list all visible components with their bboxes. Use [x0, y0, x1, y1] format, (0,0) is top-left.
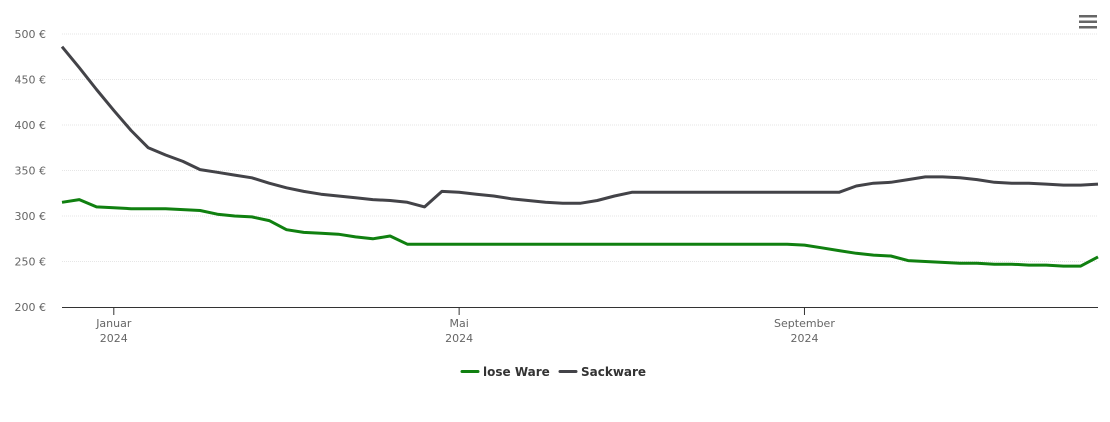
- x-tick-label-line: Mai: [449, 317, 468, 330]
- y-tick-label: 200 €: [15, 301, 47, 314]
- x-tick-label: Januar 2024: [95, 317, 132, 345]
- menu-button[interactable]: [1079, 15, 1097, 29]
- y-tick-label: 500 €: [15, 28, 47, 41]
- x-tick-label-line: September: [774, 317, 835, 330]
- y-tick-label: 450 €: [15, 74, 47, 87]
- y-tick-label: 400 €: [15, 119, 47, 132]
- menu-bar: [1079, 15, 1097, 18]
- legend-label: lose Ware: [483, 365, 550, 379]
- legend-item[interactable]: lose Ware: [460, 365, 550, 379]
- legend-label: Sackware: [581, 365, 646, 379]
- x-tick-label: September 2024: [774, 317, 835, 345]
- y-tick-label: 300 €: [15, 210, 47, 223]
- series-line: [61, 198, 1099, 268]
- x-tick-label-line: 2024: [100, 332, 128, 345]
- series-line: [60, 45, 1099, 209]
- x-tick-label: Mai 2024: [445, 317, 473, 345]
- menu-bar: [1079, 26, 1097, 29]
- legend-item[interactable]: Sackware: [558, 365, 646, 379]
- x-tick-label-line: 2024: [790, 332, 818, 345]
- y-tick-label: 350 €: [15, 165, 47, 178]
- x-tick-label-line: Januar: [95, 317, 132, 330]
- y-tick-label: 250 €: [15, 256, 47, 269]
- x-tick-label-line: 2024: [445, 332, 473, 345]
- menu-bar: [1079, 20, 1097, 23]
